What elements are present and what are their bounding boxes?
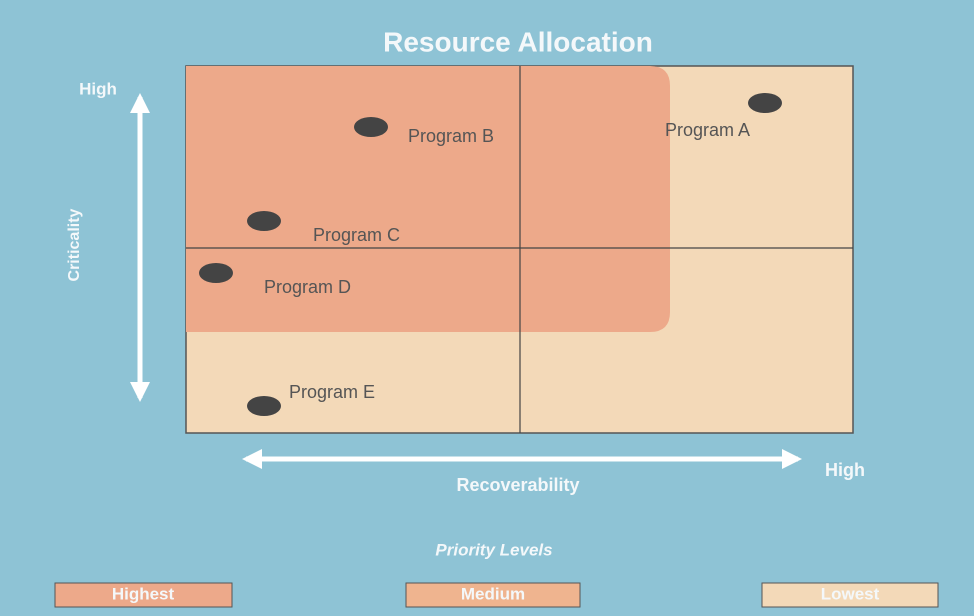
program-label: Program C — [313, 225, 400, 245]
program-dot — [247, 211, 281, 231]
x-label: Recoverability — [456, 475, 579, 495]
program-dot — [354, 117, 388, 137]
legend-swatch — [54, 582, 233, 608]
legend-swatch — [405, 582, 581, 608]
legend-title: Priority Levels — [435, 540, 552, 559]
program-label: Program D — [264, 277, 351, 297]
legend-item: Medium — [461, 584, 525, 603]
y-label: Criticality — [66, 208, 83, 281]
program-label: Program E — [289, 382, 375, 402]
x-high: High — [825, 460, 865, 480]
legend-item: Highest — [112, 584, 175, 603]
legend-item: Lowest — [821, 584, 880, 603]
legend-swatch — [761, 582, 939, 608]
y-high: High — [79, 79, 117, 98]
program-label: Program A — [665, 120, 750, 140]
title: Resource Allocation — [383, 26, 653, 57]
highest-region — [186, 66, 670, 332]
program-dot — [247, 396, 281, 416]
program-dot — [199, 263, 233, 283]
program-dot — [748, 93, 782, 113]
program-label: Program B — [408, 126, 494, 146]
